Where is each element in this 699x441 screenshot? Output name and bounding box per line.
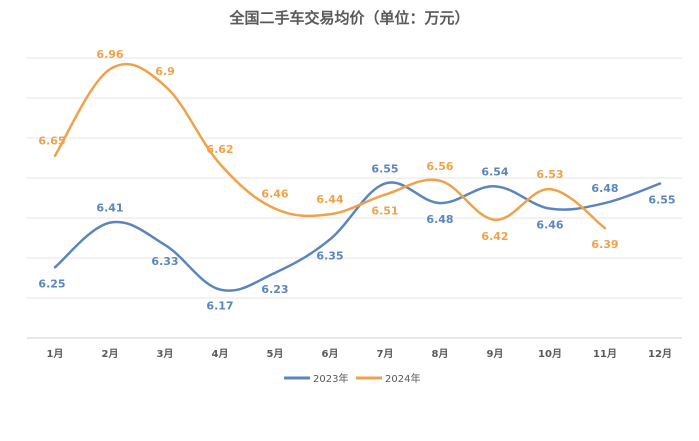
legend-label: 2023年 bbox=[313, 372, 348, 385]
x-tick-label: 8月 bbox=[432, 348, 449, 360]
series-line-1 bbox=[53, 181, 662, 292]
data-label: 6.56 bbox=[426, 160, 453, 173]
gridlines bbox=[27, 57, 682, 339]
x-tick-label: 10月 bbox=[538, 348, 562, 360]
data-label: 6.9 bbox=[155, 65, 175, 78]
x-tick-label: 1月 bbox=[47, 348, 64, 360]
chart-title: 全国二手车交易均价（单位：万元） bbox=[228, 9, 469, 27]
data-label: 6.55 bbox=[371, 163, 398, 176]
legend: 2023年 2024年 bbox=[284, 372, 420, 385]
x-tick-label: 12月 bbox=[648, 348, 672, 360]
data-label: 6.48 bbox=[426, 213, 453, 226]
data-label: 6.23 bbox=[261, 283, 288, 296]
x-tick-label: 3月 bbox=[157, 348, 174, 360]
data-label: 6.53 bbox=[536, 168, 563, 181]
data-label: 6.65 bbox=[38, 135, 65, 148]
data-label: 6.44 bbox=[316, 193, 343, 206]
data-label: 6.46 bbox=[261, 188, 288, 201]
data-label: 6.35 bbox=[316, 249, 343, 262]
data-label: 6.62 bbox=[206, 143, 233, 156]
x-tick-label: 2月 bbox=[102, 348, 119, 360]
data-label: 6.17 bbox=[206, 300, 233, 313]
x-tick-label: 4月 bbox=[212, 348, 229, 360]
x-axis-ticks: 1月 2月 3月 4月 5月 6月 7月 8月 9月 10月 11月 12月 bbox=[47, 348, 672, 360]
data-labels: 6.25 6.41 6.33 6.17 6.23 6.35 6.55 6.48 6.54 6.46… bbox=[38, 48, 675, 312]
data-label: 6.96 bbox=[96, 48, 123, 61]
data-label: 6.54 bbox=[481, 165, 508, 178]
data-label: 6.39 bbox=[591, 238, 618, 251]
data-label: 6.41 bbox=[96, 202, 123, 215]
data-label: 6.51 bbox=[371, 205, 398, 218]
data-label: 6.55 bbox=[648, 194, 675, 207]
x-tick-label: 11月 bbox=[593, 348, 617, 360]
x-tick-label: 6月 bbox=[322, 348, 339, 360]
x-tick-label: 9月 bbox=[487, 348, 504, 360]
series-lines bbox=[53, 62, 662, 292]
data-label: 6.46 bbox=[536, 219, 563, 232]
data-label: 6.25 bbox=[38, 277, 65, 290]
data-label: 6.33 bbox=[151, 255, 178, 268]
x-tick-label: 5月 bbox=[267, 348, 284, 360]
x-tick-label: 7月 bbox=[377, 348, 394, 360]
data-label: 6.42 bbox=[481, 230, 508, 243]
data-label: 6.48 bbox=[591, 182, 618, 195]
series-line-2 bbox=[53, 62, 607, 230]
legend-label: 2024年 bbox=[385, 372, 420, 385]
